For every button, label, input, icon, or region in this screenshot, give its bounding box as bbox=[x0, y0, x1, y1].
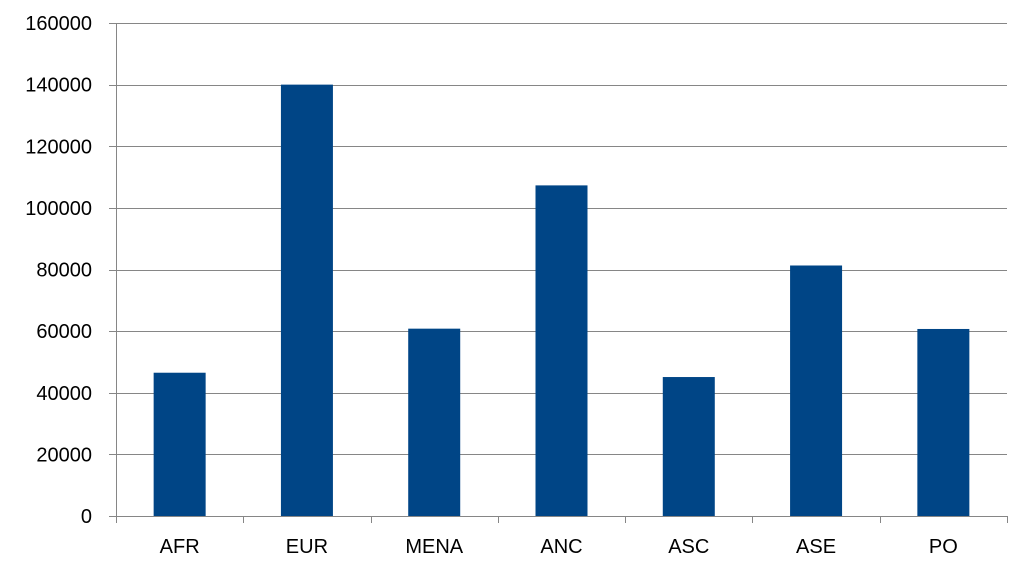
x-tick-label: ASE bbox=[796, 536, 836, 558]
y-tick-label: 20000 bbox=[36, 444, 92, 466]
bar-mena bbox=[408, 328, 461, 516]
x-tick-label: PO bbox=[929, 536, 958, 558]
x-tick-label: ASC bbox=[668, 536, 709, 558]
y-tick-label: 0 bbox=[81, 506, 92, 528]
y-tick-labels: 0 20000 40000 60000 80000 100000 120000 140000 1… bbox=[25, 13, 92, 528]
y-tick-label: 160000 bbox=[25, 13, 92, 35]
y-tick-label: 40000 bbox=[36, 383, 92, 405]
x-tick-label: ANC bbox=[540, 536, 582, 558]
y-tick-label: 120000 bbox=[25, 136, 92, 158]
y-tick-label: 140000 bbox=[25, 75, 92, 97]
x-tick-label: MENA bbox=[405, 536, 463, 558]
x-tick-labels: AFR EUR MENA ANC ASC ASE PO bbox=[160, 536, 958, 558]
bar-ase bbox=[790, 265, 843, 516]
bar-eur bbox=[280, 84, 333, 516]
bar-po bbox=[917, 328, 970, 516]
bar-afr bbox=[153, 372, 206, 516]
y-tick-label: 100000 bbox=[25, 198, 92, 220]
bar-asc bbox=[662, 377, 715, 516]
x-tick-label: EUR bbox=[286, 536, 328, 558]
x-tick-label: AFR bbox=[160, 536, 200, 558]
y-tick-label: 80000 bbox=[36, 260, 92, 282]
bar-anc bbox=[535, 185, 588, 516]
y-tick-label: 60000 bbox=[36, 321, 92, 343]
bars bbox=[153, 84, 970, 516]
axes bbox=[109, 23, 1008, 523]
